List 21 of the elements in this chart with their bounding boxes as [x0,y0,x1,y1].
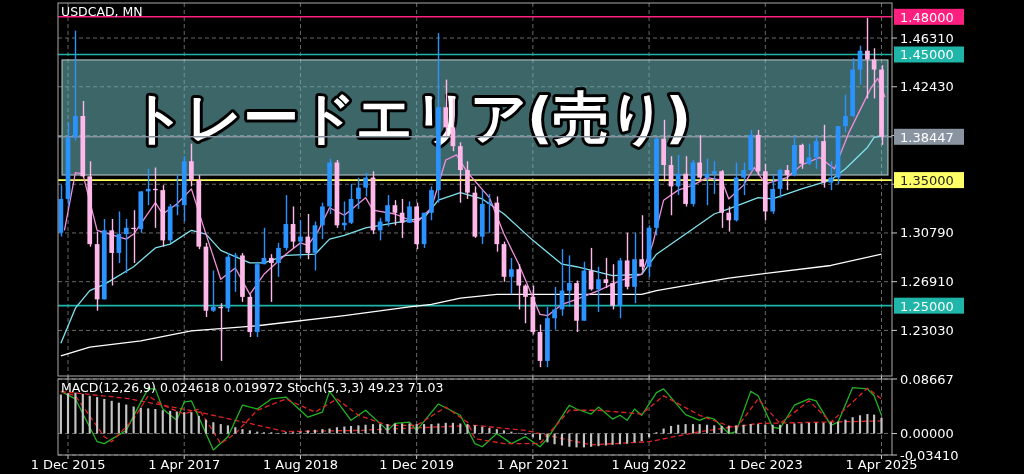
y-tick-label: 1.26910 [900,274,954,290]
x-tick-label: 1 Aug 2018 [262,457,338,472]
y-tick-label: 0.00000 [900,426,954,442]
y-tick-label: 1.23030 [900,322,954,338]
ref-line-label: 1.25000 [900,298,954,314]
x-tick-label: 1 Apr 2021 [496,457,569,472]
chart-title: MACD(12,26,9) 0.024618 0.019972 Stoch(5,3,3) 49.23 71.03 [61,380,444,395]
chart-title: USDCAD, MN [61,4,143,19]
ref-line-label: 1.35000 [900,173,954,189]
x-tick-label: 1 Apr 2017 [148,457,221,472]
y-tick-label: 1.30790 [900,225,954,241]
x-tick-label: 1 Dec 2015 [30,457,106,472]
ref-line-label: 1.45000 [900,47,954,63]
y-tick-label: 1.46310 [900,30,954,46]
x-tick-label: 1 Aug 2022 [611,457,687,472]
y-tick-label: 1.42430 [900,79,954,95]
ref-line-label: 1.38447 [900,129,954,145]
y-tick-label: 0.08667 [900,371,954,387]
x-tick-label: 1 Dec 2023 [727,457,803,472]
x-tick-label: 1 Dec 2019 [379,457,455,472]
ref-line-label: 1.48000 [900,9,954,25]
